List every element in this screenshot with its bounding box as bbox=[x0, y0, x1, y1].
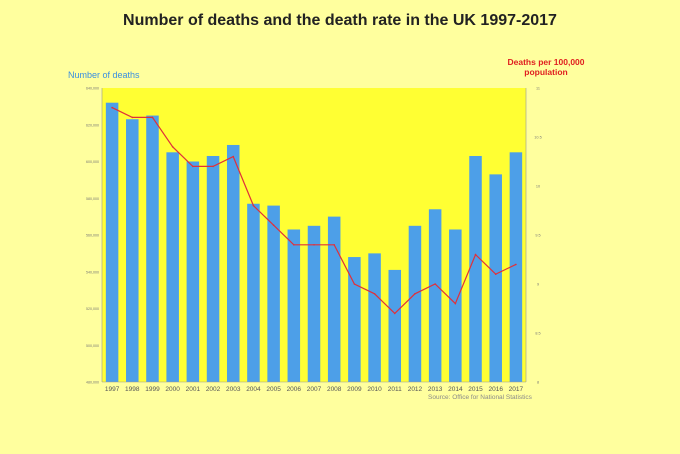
x-tick-label: 2017 bbox=[509, 386, 524, 393]
y-tick-label: 560,000 bbox=[86, 234, 99, 238]
left-axis-label: Number of deaths bbox=[68, 70, 140, 80]
right-axis-label-line2: population bbox=[524, 67, 568, 77]
rate-point-2015 bbox=[474, 253, 477, 256]
x-tick-label: 2003 bbox=[226, 386, 241, 393]
bar-2001 bbox=[186, 161, 200, 382]
x-tick-label: 2000 bbox=[165, 386, 180, 393]
bar-2011 bbox=[388, 269, 402, 382]
y-tick-label: 600,000 bbox=[86, 160, 99, 164]
x-tick-label: 2016 bbox=[488, 386, 503, 393]
bar-2009 bbox=[348, 257, 361, 382]
bar-2017 bbox=[509, 152, 523, 382]
rate-point-2008 bbox=[333, 244, 335, 246]
bar-2008 bbox=[327, 216, 341, 382]
y-tick-label: 620,000 bbox=[86, 123, 99, 127]
rate-point-1999 bbox=[151, 116, 154, 119]
y2-tick-label: 10 bbox=[536, 185, 540, 189]
bar-2002 bbox=[206, 155, 220, 382]
x-tick-label: 2002 bbox=[206, 386, 221, 393]
x-tick-label: 2009 bbox=[347, 386, 362, 393]
bar-2004 bbox=[247, 203, 260, 382]
rate-point-2004 bbox=[252, 204, 255, 207]
bar-1999 bbox=[146, 115, 159, 382]
bar-2016 bbox=[489, 174, 502, 382]
x-tick-label: 2001 bbox=[186, 386, 201, 393]
bar-2012 bbox=[408, 225, 422, 382]
x-tick-label: 2015 bbox=[468, 386, 483, 393]
rate-point-2012 bbox=[414, 293, 416, 295]
y2-tick-label: 8 bbox=[537, 381, 539, 385]
source-note: Source: Office for National Statistics bbox=[428, 394, 532, 401]
x-tick-label: 2012 bbox=[408, 386, 423, 393]
bar-2010 bbox=[368, 253, 381, 382]
x-tick-label: 2004 bbox=[246, 386, 261, 393]
y-tick-label: 480,000 bbox=[86, 381, 99, 385]
rate-point-1998 bbox=[131, 116, 134, 119]
y-tick-label: 500,000 bbox=[86, 344, 99, 348]
x-tick-label: 1999 bbox=[145, 386, 160, 393]
rate-point-2002 bbox=[212, 165, 214, 168]
bar-2003 bbox=[226, 144, 240, 382]
line-layer bbox=[111, 106, 517, 315]
x-tick-label: 2006 bbox=[287, 386, 302, 393]
y-tick-label: 640,000 bbox=[86, 87, 99, 91]
right-axis-label: Deaths per 100,000 population bbox=[496, 57, 596, 77]
chart-title: Number of deaths and the death rate in t… bbox=[123, 12, 557, 29]
bar-2006 bbox=[287, 229, 301, 382]
x-tick-label: 2007 bbox=[307, 386, 322, 393]
y2-tick-label: 9 bbox=[537, 283, 539, 287]
bar-1998 bbox=[126, 119, 139, 383]
x-tick-label: 1998 bbox=[125, 386, 140, 393]
rate-point-2001 bbox=[192, 165, 194, 168]
y2-tick-label: 11 bbox=[536, 87, 540, 91]
y-tick-label: 540,000 bbox=[86, 270, 99, 274]
rate-point-2005 bbox=[272, 224, 275, 226]
rate-point-2006 bbox=[293, 244, 295, 246]
bar-2015 bbox=[469, 155, 482, 382]
x-tick-label: 2013 bbox=[428, 386, 443, 393]
x-tick-label: 2011 bbox=[388, 386, 402, 393]
x-tick-label: 2014 bbox=[448, 386, 463, 393]
rate-point-2009 bbox=[353, 283, 356, 285]
x-tick-label: 2005 bbox=[266, 386, 281, 393]
x-tick-label: 2008 bbox=[327, 386, 342, 393]
axes-layer: 480,000 500,000 520,000 540,000 560,000 580,0… bbox=[86, 87, 542, 394]
rate-point-2003 bbox=[232, 155, 235, 158]
rate-point-2016 bbox=[494, 273, 497, 276]
bar-2007 bbox=[307, 225, 321, 382]
bars-layer bbox=[105, 102, 523, 383]
x-tick-label: 1997 bbox=[105, 386, 120, 393]
bar-2014 bbox=[449, 229, 462, 382]
rate-point-2011 bbox=[393, 312, 396, 315]
rate-point-1997 bbox=[111, 106, 113, 109]
y2-tick-label: 10.5 bbox=[534, 136, 541, 140]
right-axis-label-line1: Deaths per 100,000 bbox=[507, 57, 585, 67]
y2-tick-label: 9.5 bbox=[535, 234, 540, 238]
rate-point-2007 bbox=[313, 244, 315, 246]
bar-2000 bbox=[166, 152, 179, 382]
rate-point-2014 bbox=[454, 302, 457, 305]
rate-point-2013 bbox=[434, 283, 436, 285]
bar-2005 bbox=[267, 205, 280, 382]
y-tick-label: 580,000 bbox=[86, 197, 99, 201]
rate-point-2000 bbox=[171, 146, 174, 148]
bar-2013 bbox=[428, 209, 442, 382]
rate-point-2017 bbox=[515, 263, 517, 266]
rate-point-2010 bbox=[373, 293, 376, 295]
y-tick-label: 520,000 bbox=[86, 307, 99, 311]
bar-1997 bbox=[105, 102, 119, 382]
y2-tick-label: 8.5 bbox=[535, 332, 540, 336]
x-tick-label: 2010 bbox=[367, 386, 382, 393]
